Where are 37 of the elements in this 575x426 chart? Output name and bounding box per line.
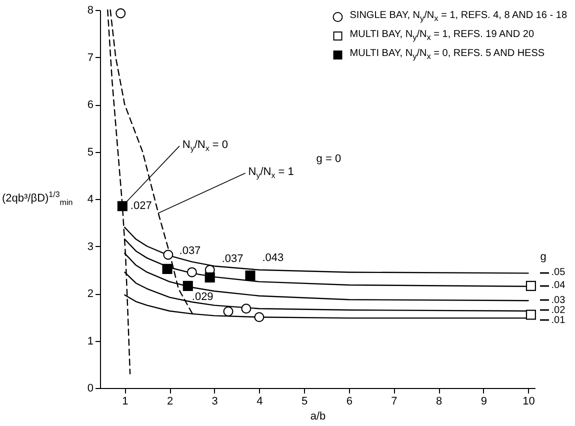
x-tick-label: 4 <box>256 396 263 408</box>
text: N$_{y}$/N$_{x}$ = 1 <box>248 166 294 180</box>
x-tick-label: 6 <box>346 396 352 408</box>
legend-label: MULTI BAY, N$_{y}$/N$_{x}$ = 1, REFS. 19 AND 20 <box>350 29 534 42</box>
legend-label: SINGLE BAY, N$_{y}$/N$_{x}$ = 1, REFS. 4, 8 AND 16 - 18 <box>350 10 567 23</box>
y-tick-label: 8 <box>87 4 94 16</box>
legend-label: .03 <box>550 294 566 306</box>
y-tick-label: 4 <box>87 194 94 206</box>
x-tick-label: 2 <box>166 396 174 408</box>
x-tick-label: 5 <box>301 396 308 408</box>
text: N$_{y}$/N$_{x}$ = 0 <box>182 138 228 153</box>
legend-label: .02 <box>550 304 566 316</box>
legend-label: MULTI BAY, N$_{y}$/N$_{x}$ = 0, REFS. 5 AND HESS <box>350 48 545 61</box>
annotation: .027 <box>130 200 152 212</box>
y-tick-label: 7 <box>87 52 94 64</box>
x-tick-label: 3 <box>212 396 218 408</box>
legend-label: .01 <box>550 314 566 326</box>
x-tick-label: 1 <box>122 396 128 408</box>
y-tick-label: 0 <box>87 382 94 394</box>
y-tick-label: 2 <box>87 288 94 300</box>
y-tick-label: 1 <box>87 335 94 348</box>
annotation: g = 0 <box>316 153 342 166</box>
x-tick-label: 7 <box>391 396 398 408</box>
y-tick-label: 6 <box>87 99 94 111</box>
y-tick-label: 5 <box>87 146 94 158</box>
text: g <box>540 251 546 264</box>
x-tick-label: 8 <box>436 396 442 408</box>
annotation: .029 <box>192 290 214 303</box>
y-tick-label: 3 <box>87 240 94 253</box>
legend-label: .05 <box>550 267 566 278</box>
legend-label: .04 <box>550 280 566 292</box>
annotation: .037 <box>222 253 244 266</box>
x-tick-label: 9 <box>480 396 487 408</box>
x-axis-title: a/b <box>310 410 326 422</box>
annotation: .037 <box>179 244 201 257</box>
x-tick-label: 10 <box>522 396 535 408</box>
annotation: .043 <box>262 252 284 264</box>
